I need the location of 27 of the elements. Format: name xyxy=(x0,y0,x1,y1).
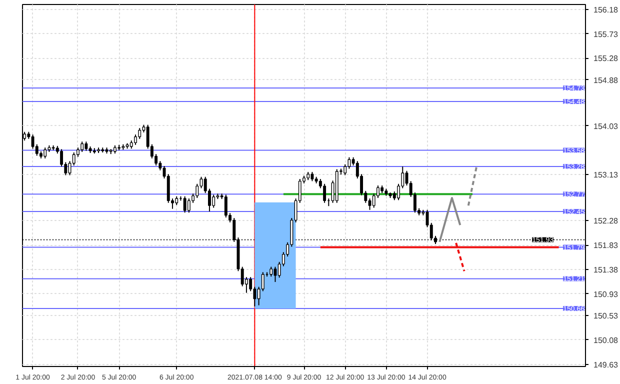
y-tick-label: 151.83 xyxy=(594,241,619,250)
candlestick xyxy=(84,141,88,152)
candlestick xyxy=(183,196,186,214)
y-tick-label: 152.28 xyxy=(594,216,619,226)
candlestick xyxy=(310,171,314,182)
candlestick xyxy=(138,128,142,140)
candlestick xyxy=(274,266,277,282)
y-tick-label: 150.08 xyxy=(594,336,619,345)
y-tick-label: 154.03 xyxy=(594,122,619,131)
candlestick xyxy=(270,266,273,278)
candlestick xyxy=(224,194,228,218)
candlestick xyxy=(44,147,47,159)
y-tick-label: 155.28 xyxy=(594,54,619,64)
y-tick-label: 151.38 xyxy=(594,265,619,274)
candlestick xyxy=(348,156,351,170)
candlestick xyxy=(212,194,216,208)
y-tick-label: 154.88 xyxy=(594,76,619,85)
y-tick-label: 153.13 xyxy=(594,170,619,180)
candlestick xyxy=(80,141,84,152)
y-tick-label: 149.63 xyxy=(594,360,619,370)
candlestick xyxy=(323,183,326,204)
y-tick-label: 155.73 xyxy=(594,30,619,39)
y-tick-label: 156.18 xyxy=(594,5,619,14)
candlestick xyxy=(187,198,190,214)
candlestick xyxy=(134,134,137,146)
y-tick-label: 150.93 xyxy=(594,290,619,299)
y-tick-label: 150.53 xyxy=(594,312,619,321)
